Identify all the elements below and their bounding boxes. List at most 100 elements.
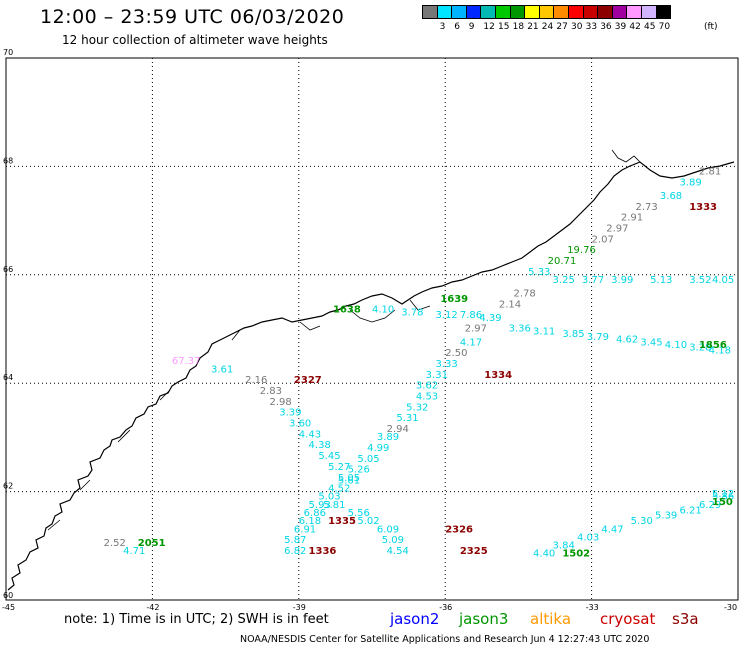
wave-height-value: 4.10: [372, 305, 394, 316]
wave-height-value: 5.61: [338, 475, 360, 486]
wave-height-value: 2.81: [699, 167, 721, 178]
color-scale-label: 24: [541, 22, 554, 32]
wave-height-value: 2.50: [445, 348, 467, 359]
legend-entry-altika: altika: [530, 610, 572, 628]
wave-height-value: 3.11: [533, 326, 555, 337]
wave-height-value: 4.71: [123, 546, 145, 557]
latitude-tick-label: 66: [3, 265, 13, 274]
color-swatch: [655, 5, 672, 19]
wave-height-value: 2.83: [260, 386, 282, 397]
wave-height-value: 4.62: [616, 335, 638, 346]
pass-time-label: 2326: [445, 524, 473, 535]
track-labels: 2.813.893.682.73 13332.912.972.0719.7620.…: [104, 167, 735, 560]
wave-height-value: 4.39: [479, 313, 501, 324]
pass-time-label: 1335: [328, 516, 356, 527]
color-scale-label: 3: [439, 22, 446, 32]
wave-height-value: 5.56: [348, 508, 370, 519]
color-scale-label: 12: [483, 22, 495, 32]
pass-time-label: 1639: [440, 294, 468, 305]
wave-height-value: 5.05: [357, 454, 379, 465]
color-scale-labels: 3 6 9 12 15 18 21 24 27 30 33 36 39 42 45 70: [422, 22, 740, 34]
wave-height-value: 6.18: [299, 516, 321, 527]
wave-height-value: 3.85: [562, 329, 584, 340]
color-scale-bar: [422, 5, 672, 19]
wave-height-value: 6.82: [284, 546, 306, 557]
wave-height-value: 20.71: [548, 256, 577, 267]
wave-height-value: 4.03: [577, 532, 599, 543]
color-scale-label: 27: [556, 22, 568, 32]
wave-height-value: 3.60: [289, 419, 311, 430]
wave-height-value: 6.91: [294, 524, 316, 535]
pass-time-label: 150: [712, 497, 733, 508]
latitude-tick-label: 60: [3, 591, 13, 600]
wave-height-value: 3.77: [582, 275, 604, 286]
color-scale-label: 21: [527, 22, 539, 32]
wave-height-value: 2.73: [636, 202, 658, 213]
wave-height-value: 4.38: [309, 440, 331, 451]
legend-entry-jason2: jason2: [390, 610, 440, 628]
latitude-tick-label: 68: [3, 156, 13, 165]
longitude-tick-label: -42: [146, 603, 159, 612]
wave-height-value: 2.97: [606, 223, 628, 234]
pass-time-label: 2051: [138, 538, 166, 549]
pass-time-label: 1336: [309, 546, 337, 557]
wave-height-value: 5.26: [348, 465, 370, 476]
wave-height-value: 4.53: [416, 391, 438, 402]
wave-height-value: 4.54: [387, 546, 409, 557]
color-scale-label: 18: [512, 22, 525, 32]
wave-height-value: 5.32: [406, 402, 428, 413]
latitude-tick-label: 70: [3, 48, 13, 57]
wave-height-value: 2.98: [270, 397, 292, 408]
pass-time-label: 2327: [294, 375, 322, 386]
wave-height-value: 5.31: [396, 413, 418, 424]
longitude-tick-label: -36: [439, 603, 452, 612]
wave-height-value: 4.43: [299, 429, 321, 440]
wave-height-value: 6.86: [304, 508, 326, 519]
wave-height-value: 3.79: [587, 332, 609, 343]
wave-height-value: 2.16: [245, 375, 267, 386]
map-title: 12:00 – 23:59 UTC 06/03/2020: [40, 6, 345, 28]
wave-height-value: 3.61: [211, 364, 233, 375]
legend-entry-jason3: jason3: [459, 610, 509, 628]
wave-height-value: 3.68: [660, 191, 682, 202]
color-scale-label: 36: [600, 22, 612, 32]
wave-height-value: 3.45: [640, 337, 662, 348]
wave-height-value: 3.12: [435, 310, 457, 321]
wave-height-value: 3.33: [435, 359, 457, 370]
color-scale-label: 9: [468, 22, 475, 32]
wave-height-value: 3.89: [679, 177, 701, 188]
color-scale-label: 45: [644, 22, 656, 32]
wave-height-value: 5.33: [528, 267, 550, 278]
longitude-tick-label: -39: [293, 603, 306, 612]
wave-height-value: 2.94: [387, 424, 409, 435]
wave-height-value: 3.89: [377, 432, 399, 443]
wave-height-value: 7.86: [460, 310, 482, 321]
wave-height-value: 5.27: [328, 462, 350, 473]
wave-height-value: 5.93: [309, 500, 331, 511]
wave-height-value: 5.03: [318, 492, 340, 503]
wave-height-value: 4.47: [601, 524, 623, 535]
longitude-tick-label: -30: [724, 603, 737, 612]
pass-time-label: 1334: [484, 370, 512, 381]
wave-height-value: 5.13: [650, 275, 672, 286]
pass-time-label: 1638: [333, 305, 361, 316]
wave-height-value: 4.52: [328, 484, 350, 495]
wave-height-value: 5.39: [655, 511, 677, 522]
color-scale-label: 70: [658, 22, 671, 32]
color-scale-label: 33: [585, 22, 598, 32]
wave-height-value: 4.10: [665, 340, 687, 351]
map-subtitle: 12 hour collection of altimeter wave hei…: [62, 33, 328, 47]
latitude-tick-label: 62: [3, 482, 13, 491]
legend-entry-cryosat: cryosat: [600, 610, 656, 628]
wave-height-value: 4.40: [533, 549, 555, 560]
map-frame: [5, 57, 739, 601]
wave-height-value: 3.78: [401, 307, 423, 318]
wave-height-value: 5.81: [323, 500, 345, 511]
wave-height-value: 5.87: [284, 535, 306, 546]
wave-height-value: 3.39: [279, 408, 301, 419]
wave-height-value: 3.25: [553, 275, 575, 286]
legend-entry-s3a: s3a: [672, 610, 699, 628]
footnote: note: 1) Time is in UTC; 2) SWH is in fe…: [64, 612, 329, 627]
latitude-tick-label: 64: [3, 373, 13, 382]
wave-height-value: 4.17: [460, 337, 482, 348]
